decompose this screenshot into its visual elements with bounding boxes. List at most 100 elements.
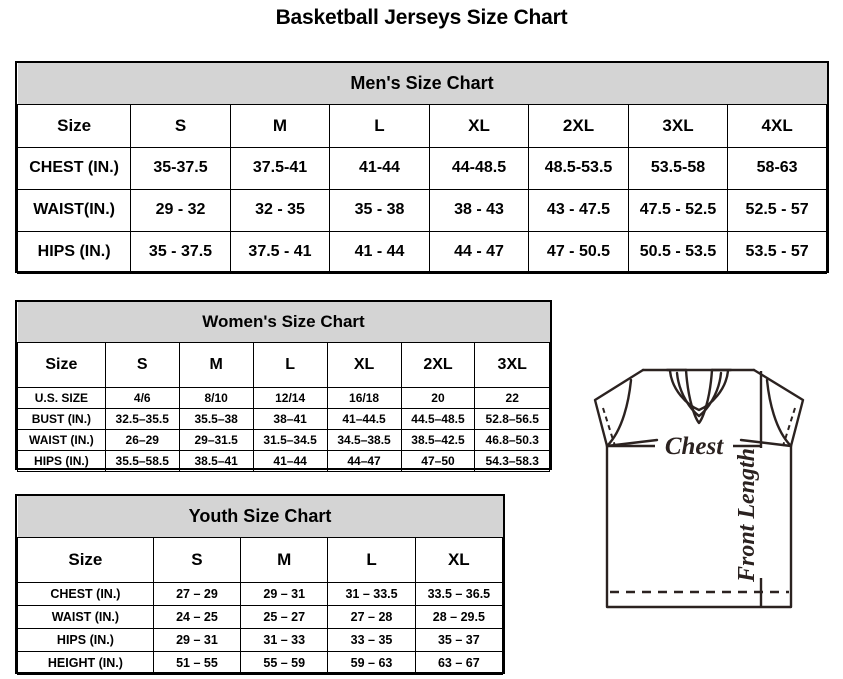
left-sleeve-hem-dashed (602, 407, 616, 447)
womens-header-xl: XL (326, 341, 402, 388)
mens-header-m: M (229, 103, 331, 148)
mens-chest-m: 37.5-41 (229, 146, 331, 190)
collar-inner-2 (668, 369, 730, 412)
womens-chart-band-title: Women's Size Chart (17, 302, 550, 343)
youth-size-chart: Youth Size Chart Size S M L XL CHEST (IN… (15, 494, 505, 675)
womens-bust-3xl: 52.8–56.5 (474, 407, 550, 430)
womens-waist-l: 31.5–34.5 (252, 428, 328, 451)
youth-row-label-chest: CHEST (IN.) (17, 581, 154, 606)
youth-height-l: 59 – 63 (327, 650, 416, 675)
youth-waist-l: 27 – 28 (327, 604, 416, 629)
mens-row-label-hips: HIPS (IN.) (16, 230, 132, 274)
youth-hips-m: 31 – 33 (240, 627, 329, 652)
mens-hips-s: 35 - 37.5 (130, 230, 231, 274)
womens-row-label-hips: HIPS (IN.) (17, 449, 106, 472)
youth-height-m: 55 – 59 (240, 650, 329, 675)
mens-chest-4xl: 58-63 (727, 146, 827, 190)
youth-hips-xl: 35 – 37 (414, 627, 504, 652)
mens-header-4xl: 4XL (727, 103, 827, 148)
womens-bust-m: 35.5–38 (178, 407, 254, 430)
mens-header-l: L (329, 103, 430, 148)
left-sleeve-outline (593, 368, 659, 448)
womens-hips-3xl: 54.3–58.3 (474, 449, 550, 472)
mens-header-size: Size (16, 103, 132, 148)
youth-hips-s: 29 – 31 (152, 627, 242, 652)
womens-row-label-bust: BUST (IN.) (17, 407, 106, 430)
mens-waist-xl: 38 - 43 (428, 188, 530, 232)
mens-chest-3xl: 53.5-58 (627, 146, 729, 190)
womens-header-3xl: 3XL (474, 341, 550, 388)
right-sleeve-hem-dashed (782, 407, 796, 447)
youth-waist-m: 25 – 27 (240, 604, 329, 629)
table-row: U.S. SIZE 4/6 8/10 12/14 16/18 20 22 (17, 386, 550, 409)
table-row: HIPS (IN.) 35.5–58.5 38.5–41 41–44 44–47… (17, 449, 550, 472)
mens-chest-xl: 44-48.5 (428, 146, 530, 190)
womens-hips-l: 41–44 (252, 449, 328, 472)
youth-chart-band-title: Youth Size Chart (17, 496, 503, 538)
mens-waist-3xl: 47.5 - 52.5 (627, 188, 729, 232)
collar-outer (684, 368, 714, 425)
womens-size-table: Women's Size Chart Size S M L XL 2XL 3XL… (17, 302, 550, 472)
youth-header-xl: XL (414, 536, 504, 583)
youth-row-label-waist: WAIST (IN.) (17, 604, 154, 629)
mens-hips-4xl: 53.5 - 57 (727, 230, 827, 274)
table-row: WAIST(IN.) 29 - 32 32 - 35 35 - 38 38 - … (16, 188, 827, 232)
youth-waist-s: 24 – 25 (152, 604, 242, 629)
womens-header-size: Size (17, 341, 106, 388)
mens-waist-2xl: 43 - 47.5 (528, 188, 629, 232)
youth-chest-xl: 33.5 – 36.5 (414, 581, 504, 606)
womens-bust-2xl: 44.5–48.5 (400, 407, 476, 430)
womens-bust-l: 38–41 (252, 407, 328, 430)
womens-ussize-s: 4/6 (104, 386, 180, 409)
table-row: HEIGHT (IN.) 51 – 55 55 – 59 59 – 63 63 … (17, 650, 504, 675)
youth-header-size: Size (17, 536, 154, 583)
youth-waist-xl: 28 – 29.5 (414, 604, 504, 629)
womens-waist-xl: 34.5–38.5 (326, 428, 402, 451)
womens-header-row: Size S M L XL 2XL 3XL (17, 341, 550, 388)
youth-header-m: M (240, 536, 329, 583)
womens-hips-2xl: 47–50 (400, 449, 476, 472)
front-length-label: Front Length (734, 448, 760, 583)
collar-inner-1 (675, 371, 723, 418)
mens-row-label-chest: CHEST (IN.) (16, 146, 132, 190)
womens-hips-m: 38.5–41 (178, 449, 254, 472)
mens-waist-4xl: 52.5 - 57 (727, 188, 827, 232)
womens-header-l: L (252, 341, 328, 388)
womens-waist-m: 29–31.5 (178, 428, 254, 451)
youth-header-l: L (327, 536, 416, 583)
mens-chest-s: 35-37.5 (130, 146, 231, 190)
mens-chart-band-title: Men's Size Chart (17, 63, 827, 105)
youth-chest-s: 27 – 29 (152, 581, 242, 606)
mens-chest-l: 41-44 (329, 146, 430, 190)
womens-row-label-us-size: U.S. SIZE (17, 386, 106, 409)
mens-chest-2xl: 48.5-53.5 (528, 146, 629, 190)
mens-size-chart: Men's Size Chart Size S M L XL 2XL 3XL 4… (15, 61, 829, 274)
mens-header-xl: XL (428, 103, 530, 148)
table-row: WAIST (IN.) 24 – 25 25 – 27 27 – 28 28 –… (17, 604, 504, 629)
youth-row-label-height: HEIGHT (IN.) (17, 650, 154, 675)
mens-waist-m: 32 - 35 (229, 188, 331, 232)
mens-header-2xl: 2XL (528, 103, 629, 148)
table-row: CHEST (IN.) 35-37.5 37.5-41 41-44 44-48.… (16, 146, 827, 190)
youth-chest-m: 29 – 31 (240, 581, 329, 606)
womens-row-label-waist: WAIST (IN.) (17, 428, 106, 451)
page-title: Basketball Jerseys Size Chart (275, 6, 568, 29)
table-row: BUST (IN.) 32.5–35.5 35.5–38 38–41 41–44… (17, 407, 550, 430)
womens-waist-s: 26–29 (104, 428, 180, 451)
mens-hips-xl: 44 - 47 (428, 230, 530, 274)
womens-ussize-xl: 16/18 (326, 386, 402, 409)
womens-waist-2xl: 38.5–42.5 (400, 428, 476, 451)
youth-height-s: 51 – 55 (152, 650, 242, 675)
torso-outline (605, 444, 793, 609)
mens-hips-2xl: 47 - 50.5 (528, 230, 629, 274)
mens-hips-l: 41 - 44 (329, 230, 430, 274)
womens-header-2xl: 2XL (400, 341, 476, 388)
womens-hips-xl: 44–47 (326, 449, 402, 472)
youth-height-xl: 63 – 67 (414, 650, 504, 675)
mens-waist-l: 35 - 38 (329, 188, 430, 232)
left-sleeve-seam (605, 378, 633, 448)
womens-header-m: M (178, 341, 254, 388)
mens-hips-3xl: 50.5 - 53.5 (627, 230, 729, 274)
table-row: HIPS (IN.) 29 – 31 31 – 33 33 – 35 35 – … (17, 627, 504, 652)
womens-bust-s: 32.5–35.5 (104, 407, 180, 430)
